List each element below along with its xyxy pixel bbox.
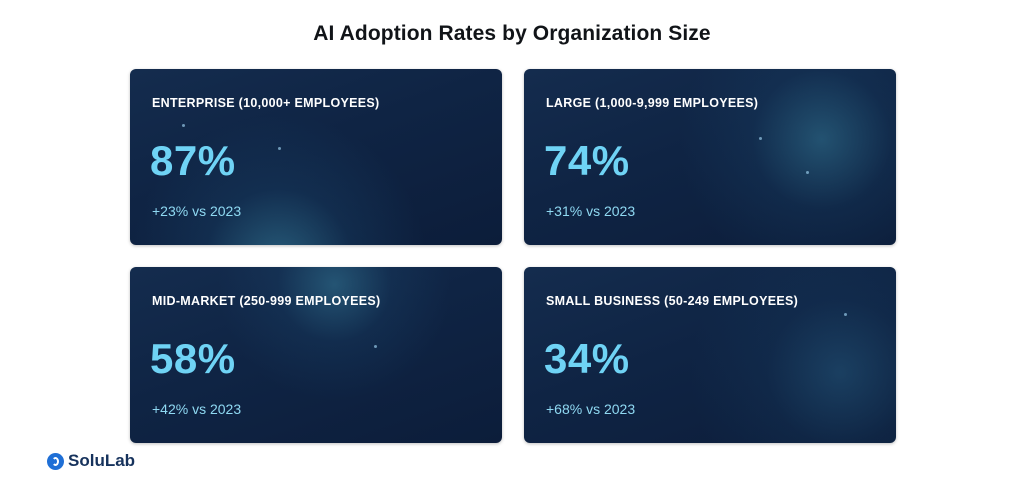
card-value: 34% — [544, 335, 630, 382]
card-value: 58% — [150, 335, 236, 382]
card-label: LARGE (1,000-9,999 EMPLOYEES) — [546, 96, 759, 110]
card-change: +23% vs 2023 — [152, 203, 242, 219]
brand-logo: SoluLab — [47, 451, 135, 471]
card-change: +42% vs 2023 — [152, 401, 242, 417]
card-value: 74% — [544, 137, 630, 184]
card-label: MID-MARKET (250-999 EMPLOYEES) — [152, 294, 381, 308]
card-value: 87% — [150, 137, 236, 184]
card-label: ENTERPRISE (10,000+ EMPLOYEES) — [152, 96, 380, 110]
card-label: SMALL BUSINESS (50-249 EMPLOYEES) — [546, 294, 799, 308]
card-change: +31% vs 2023 — [546, 203, 636, 219]
enterprise-card: ENTERPRISE (10,000+ EMPLOYEES) 87% +23% … — [130, 69, 502, 245]
card-change: +68% vs 2023 — [546, 401, 636, 417]
solulab-logo-icon — [47, 452, 64, 470]
large-card: LARGE (1,000-9,999 EMPLOYEES) 74% +31% v… — [524, 69, 896, 245]
brand-name: SoluLab — [68, 451, 136, 470]
mid-market-card: MID-MARKET (250-999 EMPLOYEES) 58% +42% … — [130, 267, 502, 443]
page-title: AI Adoption Rates by Organization Size — [313, 22, 711, 45]
small-business-card: SMALL BUSINESS (50-249 EMPLOYEES) 34% +6… — [524, 267, 896, 443]
